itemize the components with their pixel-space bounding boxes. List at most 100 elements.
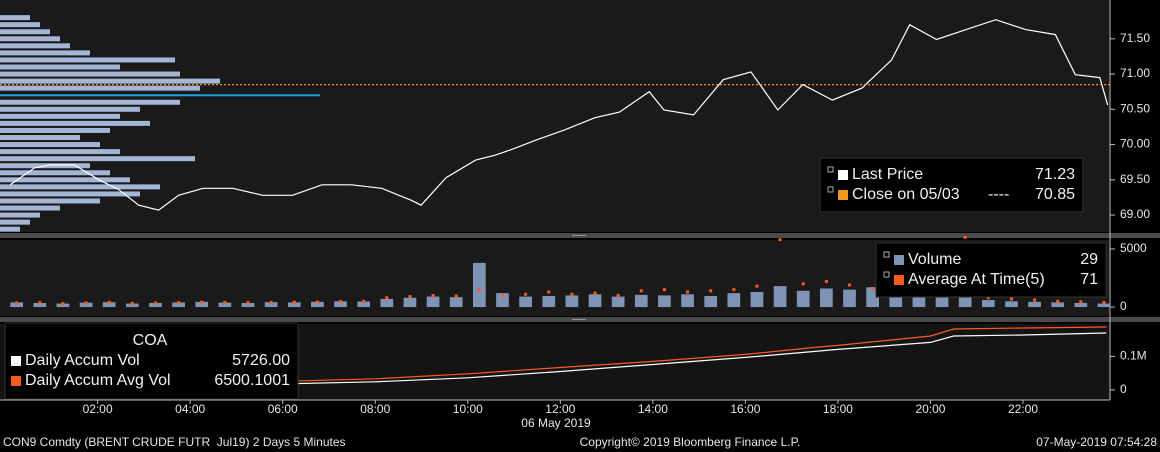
average-dot — [963, 235, 967, 239]
legend-glyph — [827, 166, 834, 173]
profile-bar — [0, 113, 120, 119]
series-line — [5, 326, 1107, 388]
volume-bar — [1028, 301, 1041, 308]
volume-bar — [658, 295, 671, 308]
average-dot — [107, 300, 111, 304]
profile-bar — [0, 156, 195, 162]
profile-bar — [0, 219, 30, 225]
profile-bar — [0, 198, 100, 204]
legend-value: 29 — [1080, 251, 1098, 268]
volume-bar — [472, 262, 486, 308]
series-line — [9, 19, 1109, 211]
date-label: 06 May 2019 — [521, 416, 591, 430]
legend-name: Daily Accum Vol — [25, 352, 140, 369]
legend-value: 70.85 — [1035, 186, 1075, 203]
volume-bar — [519, 296, 532, 308]
profile-bar — [0, 71, 180, 77]
profile-bar — [0, 184, 160, 190]
legend-value: 6500.1001 — [214, 372, 290, 389]
average-dot — [38, 301, 42, 305]
average-dot — [801, 282, 805, 286]
y-tick-label: 0 — [1120, 382, 1127, 396]
volume-bar — [1074, 302, 1088, 308]
volume-bar — [102, 302, 116, 308]
average-dot — [500, 293, 504, 297]
volume-bar — [79, 302, 93, 308]
x-tick-label: 16:00 — [730, 402, 760, 416]
average-dot — [871, 286, 875, 290]
volume-bar — [1051, 302, 1065, 308]
x-tick-label: 08:00 — [360, 402, 390, 416]
profile-bar — [0, 15, 30, 21]
average-dot — [1079, 300, 1083, 304]
x-tick-label: 20:00 — [915, 402, 945, 416]
legend-box — [875, 242, 1107, 298]
profile-bar — [0, 191, 140, 197]
x-tick-label: 06:00 — [268, 402, 298, 416]
average-dot — [755, 284, 759, 288]
average-dot — [848, 283, 852, 287]
average-dot — [824, 279, 828, 283]
volume-bar — [542, 296, 556, 308]
x-tick-label: 14:00 — [638, 402, 668, 416]
legend-value: 71.23 — [1035, 166, 1075, 183]
average-dot — [339, 299, 343, 303]
volume-bar — [149, 302, 162, 308]
profile-bar — [0, 99, 180, 105]
legend-swatch — [894, 275, 904, 285]
volume-bar — [727, 293, 741, 308]
average-dot — [709, 289, 713, 293]
legend-separator: ---- — [988, 186, 1009, 203]
volume-bar — [704, 296, 718, 308]
profile-bar — [0, 29, 50, 35]
legend-swatch — [838, 170, 848, 180]
legend-name: Last Price — [852, 166, 923, 183]
volume-bar — [588, 294, 602, 308]
average-dot — [1056, 299, 1060, 303]
volume-bar — [357, 301, 371, 308]
volume-bar — [334, 301, 347, 308]
profile-bar — [0, 135, 80, 141]
x-tick-label: 02:00 — [83, 402, 113, 416]
average-dot — [639, 289, 643, 293]
volume-bar — [195, 301, 209, 308]
volume-bar — [981, 300, 995, 308]
volume-bar — [796, 290, 810, 308]
y-tick-label: 69.50 — [1120, 172, 1150, 186]
legend-swatch — [11, 376, 21, 386]
volume-bar — [264, 302, 278, 308]
legend-box — [819, 157, 1084, 213]
y-tick-label: 0 — [1120, 299, 1127, 313]
volume-bar — [449, 297, 463, 308]
average-dot — [177, 301, 181, 305]
average-dot — [986, 296, 990, 300]
legend-glyph — [883, 251, 890, 258]
legend-name: Daily Accum Avg Vol — [25, 372, 171, 389]
x-tick-label: 10:00 — [453, 402, 483, 416]
profile-bar — [0, 57, 175, 63]
average-dot — [269, 300, 273, 304]
volume-bar — [10, 302, 24, 308]
volume-bar — [750, 291, 764, 308]
profile-bar — [0, 78, 220, 84]
volume-bar — [611, 296, 625, 308]
legend-swatch — [838, 190, 848, 200]
profile-bar — [0, 43, 70, 49]
legend-box — [4, 322, 299, 400]
volume-bar — [403, 297, 417, 308]
average-dot — [130, 301, 134, 305]
average-dot — [315, 300, 319, 304]
y-tick-label: 70.50 — [1120, 101, 1150, 115]
volume-bar — [380, 298, 394, 308]
profile-bar — [0, 212, 40, 218]
legend-glyph — [883, 271, 890, 278]
legend-swatch — [11, 356, 21, 366]
volume-bar — [496, 293, 509, 308]
average-dot — [524, 292, 528, 296]
volume-bar — [773, 286, 787, 308]
volume-bar — [311, 301, 324, 308]
legend-name: Close on 05/03 — [852, 186, 960, 203]
average-dot — [153, 301, 157, 305]
profile-bar — [0, 22, 40, 28]
average-dot — [686, 290, 690, 294]
